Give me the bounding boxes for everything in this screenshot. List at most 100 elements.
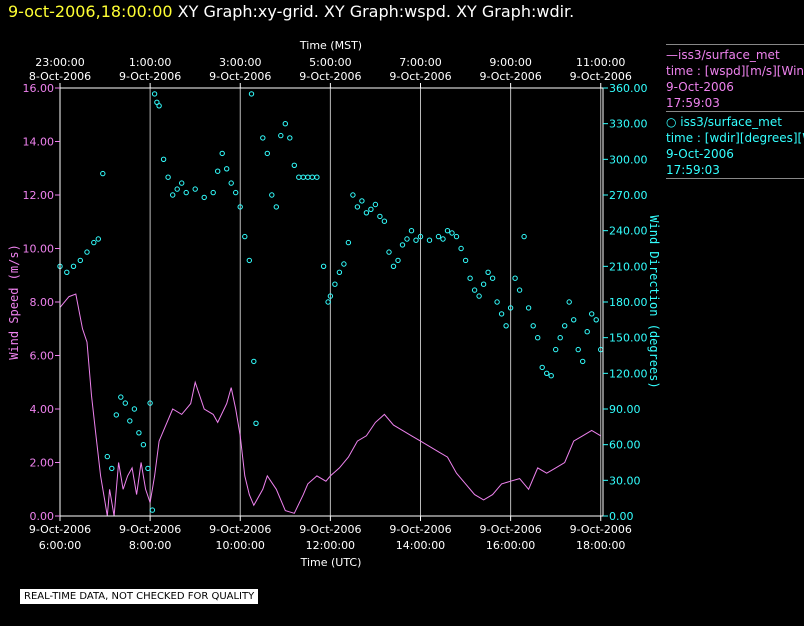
title-datetime: 9-oct-2006,18:00:00: [8, 2, 173, 21]
quality-note: REAL-TIME DATA, NOT CHECKED FOR QUALITY: [20, 589, 259, 604]
legend-bottom-rule: [666, 178, 804, 181]
wind-direction-point: [426, 237, 433, 243]
wind-direction-point: [471, 287, 478, 293]
wind-direction-point: [485, 269, 491, 275]
wind-direction-point: [127, 418, 133, 424]
wind-speed-line: [59, 293, 601, 517]
wind-direction-point: [118, 394, 124, 400]
wind-direction-point: [345, 239, 352, 246]
wind-direction-point: [489, 275, 496, 281]
tick-label: 8:00:00: [129, 539, 171, 552]
wind-direction-point: [589, 311, 595, 317]
wind-direction-point: [476, 293, 482, 299]
wind-direction-point: [224, 166, 230, 172]
graph-title: 9-oct-2006,18:00:00 XY Graph:xy-grid. XY…: [8, 2, 574, 21]
tick-label: 9-Oct-2006: [389, 70, 451, 83]
wind-direction-point: [332, 281, 338, 287]
tick-label: 4.00: [30, 403, 55, 416]
tick-label: 8.00: [30, 296, 55, 309]
wind-direction-point: [458, 245, 464, 252]
tick-label: 60.00: [609, 439, 641, 452]
wind-direction-point: [91, 239, 97, 246]
tick-label: 10.00: [23, 243, 55, 256]
wind-direction-point: [575, 346, 581, 353]
wind-direction-point: [368, 206, 374, 213]
tick-label: 9-Oct-2006: [299, 523, 361, 536]
wind-direction-point: [84, 249, 90, 255]
wind-direction-point: [435, 233, 442, 240]
wind-direction-point: [260, 135, 266, 141]
wind-direction-point: [480, 281, 487, 287]
wind-direction-axis: 0.00 30.00 60.00 90.00 120.00 150.00 180.00 210…: [603, 82, 648, 523]
bottom-axis-title: Time (UTC): [300, 556, 362, 569]
wind-direction-point: [444, 228, 451, 234]
wind-direction-point: [219, 150, 225, 157]
tick-label: 1:00:00: [129, 56, 171, 69]
legend-source: ○ iss3/surface_met: [666, 115, 782, 129]
wind-direction-point: [131, 406, 138, 412]
title-graphs: XY Graph:xy-grid. XY Graph:wspd. XY Grap…: [177, 2, 575, 21]
wind-direction-point: [183, 189, 189, 196]
wind-direction-point: [553, 346, 559, 353]
wind-direction-point: [70, 263, 77, 269]
wind-direction-point: [278, 132, 284, 139]
wind-direction-point: [359, 198, 365, 204]
wind-direction-point: [248, 91, 255, 97]
wind-direction-point: [100, 170, 106, 177]
wind-direction-point: [305, 174, 311, 180]
left-axis-label: Wind Speed (m/s): [7, 244, 21, 360]
wind-direction-point: [377, 213, 383, 220]
tick-label: 210.00: [609, 260, 648, 273]
tick-label: 7:00:00: [399, 56, 441, 69]
wind-direction-point: [498, 311, 505, 317]
wind-direction-point: [165, 174, 171, 180]
wind-direction-point: [494, 299, 500, 305]
wind-direction-point: [381, 218, 388, 224]
legend-source: —iss3/surface_met: [666, 48, 780, 62]
wind-direction-point: [336, 269, 343, 275]
wind-direction-point: [350, 192, 356, 198]
tick-label: 120.00: [609, 367, 648, 380]
tick-label: 180.00: [609, 296, 648, 309]
wind-direction-point: [156, 103, 162, 109]
legend-date: 9-Oct-2006: [666, 80, 734, 94]
wind-direction-point: [300, 174, 306, 180]
legend: —iss3/surface_met time : [wspd][m/s][Win…: [666, 44, 804, 181]
wind-direction-point: [390, 263, 397, 269]
wind-direction-point: [151, 91, 158, 97]
bottom-time-axis: 9-Oct-2006 6:00:00 9-Oct-2006 8:00:00 9-Oct-…: [29, 516, 632, 552]
tick-label: 9-Oct-2006: [479, 523, 541, 536]
tick-label: 90.00: [609, 403, 641, 416]
wind-direction-point: [287, 135, 293, 141]
tick-label: 9-Oct-2006: [29, 523, 91, 536]
tick-label: 330.00: [609, 118, 648, 131]
wind-direction-point: [296, 174, 302, 180]
wind-direction-point: [354, 204, 361, 210]
wind-direction-point: [372, 201, 379, 208]
wind-direction-point: [309, 174, 315, 180]
tick-label: 9-Oct-2006: [570, 70, 632, 83]
wind-direction-point: [237, 204, 243, 210]
wind-direction-point: [160, 156, 167, 163]
wind-direction-point: [273, 204, 279, 210]
wind-direction-point: [449, 230, 455, 236]
tick-label: 12:00:00: [306, 539, 355, 552]
tick-label: 0.00: [30, 510, 55, 523]
wind-direction-point: [251, 358, 257, 365]
wind-direction-point: [399, 242, 406, 248]
tick-label: 12.00: [23, 189, 55, 202]
tick-label: 30.00: [609, 474, 641, 487]
wind-direction-point: [104, 453, 111, 460]
wind-direction-point: [512, 275, 518, 281]
wind-direction-point: [341, 261, 347, 267]
wind-direction-point: [327, 293, 334, 299]
wind-direction-point: [228, 180, 234, 186]
wind-direction-point: [233, 189, 239, 196]
wind-direction-point: [395, 257, 401, 264]
tick-label: 9-Oct-2006: [570, 523, 632, 536]
wind-direction-point: [503, 323, 509, 329]
wind-direction-point: [521, 233, 527, 240]
wind-direction-point: [291, 162, 297, 169]
tick-label: 11:00:00: [576, 56, 625, 69]
tick-label: 150.00: [609, 332, 648, 345]
